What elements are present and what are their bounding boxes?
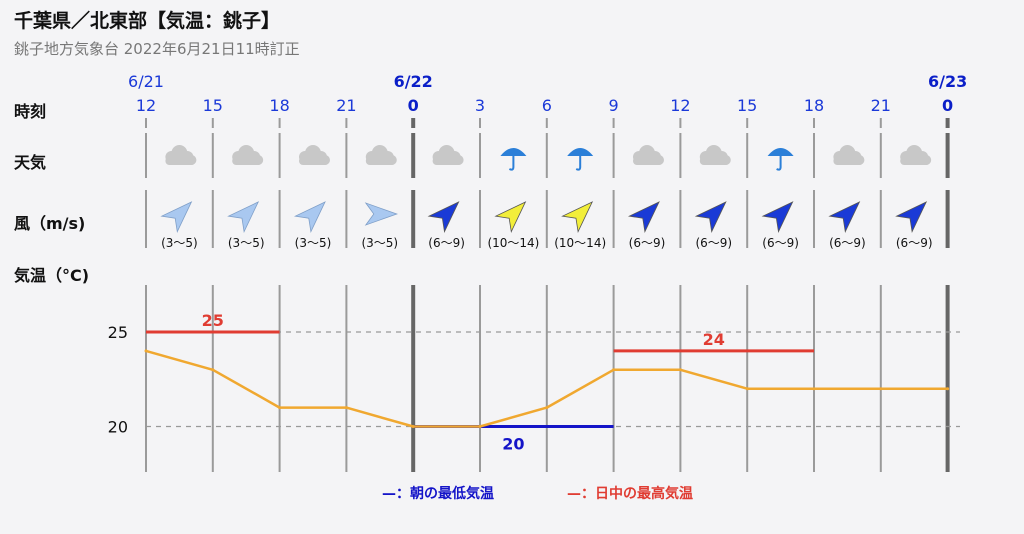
wind-arrow-icon bbox=[627, 201, 660, 234]
hour-tick-label: 21 bbox=[336, 96, 357, 115]
hour-tick-label: 9 bbox=[608, 96, 619, 115]
hour-tick-label: 15 bbox=[202, 96, 223, 115]
wind-arrow-icon bbox=[494, 201, 527, 234]
date-label: 6/22 bbox=[393, 72, 433, 91]
max-temp-label: 24 bbox=[703, 330, 725, 349]
wind-speed-label: (6〜9) bbox=[829, 236, 866, 250]
wind-arrow-icon bbox=[761, 201, 794, 234]
row-label-wind: 風（m/s) bbox=[14, 214, 86, 233]
wind-speed-label: (6〜9) bbox=[896, 236, 933, 250]
min-temp-label: 20 bbox=[502, 435, 524, 454]
cloudy-icon bbox=[365, 145, 397, 165]
page-subtitle: 銚子地方気象台 2022年6月21日11時訂正 bbox=[14, 40, 300, 58]
hour-tick-label: 12 bbox=[135, 96, 157, 115]
wind-arrow-icon bbox=[227, 201, 260, 234]
hour-tick-label: 12 bbox=[670, 96, 691, 115]
wind-arrow-icon bbox=[828, 201, 861, 234]
wind-speed-label: (3〜5) bbox=[295, 236, 332, 250]
cloudy-icon bbox=[299, 145, 330, 165]
cloudy-icon bbox=[633, 145, 664, 165]
temperature-point bbox=[612, 368, 616, 372]
cloudy-icon bbox=[699, 145, 731, 165]
hour-tick-label: 18 bbox=[803, 96, 825, 115]
temperature-point bbox=[411, 425, 415, 428]
temperature-point bbox=[678, 368, 682, 372]
wind-arrow-icon bbox=[364, 202, 398, 226]
max-temp-label: 25 bbox=[202, 311, 224, 330]
temperature-point bbox=[812, 387, 816, 391]
cloudy-icon bbox=[165, 145, 197, 165]
hour-tick-label: 0 bbox=[942, 96, 954, 115]
wind-speed-label: (6〜9) bbox=[629, 236, 666, 250]
legend-max-temp: —：日中の最高気温 bbox=[567, 486, 693, 502]
y-tick-label: 25 bbox=[108, 323, 128, 342]
wind-speed-label: (10〜14) bbox=[487, 236, 539, 250]
cloudy-icon bbox=[833, 145, 865, 165]
wind-speed-label: (3〜5) bbox=[161, 236, 198, 250]
row-label-temp: 気温（°C) bbox=[14, 266, 90, 285]
temperature-point bbox=[545, 406, 549, 410]
date-label: 6/23 bbox=[927, 72, 968, 91]
hour-tick-label: 21 bbox=[870, 96, 891, 115]
wind-arrow-icon bbox=[293, 201, 326, 234]
wind-arrow-icon bbox=[160, 201, 193, 234]
umbrella-icon bbox=[767, 148, 794, 171]
hour-tick-label: 18 bbox=[269, 96, 290, 115]
wind-arrow-icon bbox=[895, 201, 928, 234]
temperature-point bbox=[745, 387, 749, 391]
cloudy-icon bbox=[900, 145, 932, 165]
temperature-point bbox=[211, 368, 215, 372]
page-title: 千葉県／北東部【気温：銚子】 bbox=[14, 10, 281, 32]
temperature-point bbox=[879, 387, 883, 391]
date-label: 6/21 bbox=[128, 72, 164, 91]
cloudy-icon bbox=[432, 145, 464, 165]
temperature-point bbox=[278, 406, 282, 410]
temperature-point bbox=[144, 349, 148, 353]
wind-speed-label: (3〜5) bbox=[228, 236, 265, 250]
y-tick-label: 20 bbox=[108, 418, 128, 437]
wind-speed-label: (10〜14) bbox=[554, 236, 606, 250]
temperature-point bbox=[478, 425, 482, 428]
umbrella-icon bbox=[500, 148, 527, 171]
cloudy-icon bbox=[232, 145, 264, 165]
legend-min-temp: —：朝の最低気温 bbox=[382, 486, 494, 502]
wind-speed-label: (3〜5) bbox=[361, 236, 398, 250]
temperature-point bbox=[344, 406, 348, 410]
temperature-point bbox=[946, 387, 950, 391]
hour-tick-label: 0 bbox=[407, 96, 419, 115]
wind-speed-label: (6〜9) bbox=[428, 236, 465, 250]
hour-tick-label: 6 bbox=[541, 96, 552, 115]
wind-speed-label: (6〜9) bbox=[695, 236, 732, 250]
umbrella-icon bbox=[567, 148, 594, 171]
wind-arrow-icon bbox=[427, 201, 460, 234]
hour-tick-label: 15 bbox=[737, 96, 758, 115]
wind-arrow-icon bbox=[694, 201, 727, 234]
row-label-weather: 天気 bbox=[14, 153, 47, 172]
row-label-time: 時刻 bbox=[14, 102, 47, 121]
wind-speed-label: (6〜9) bbox=[762, 236, 799, 250]
hour-tick-label: 3 bbox=[474, 96, 486, 115]
wind-arrow-icon bbox=[561, 201, 594, 234]
